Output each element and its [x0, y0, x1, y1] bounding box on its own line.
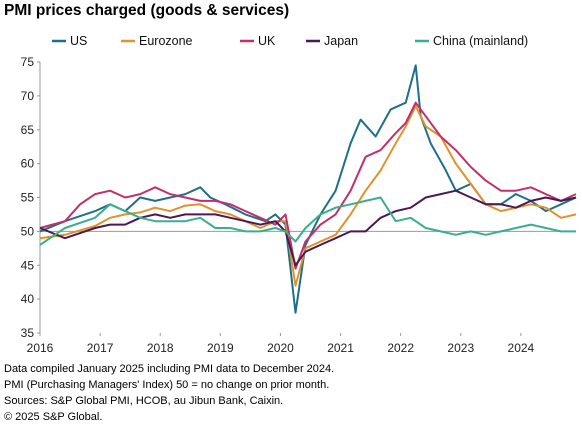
y-tick-label: 65: [21, 123, 35, 137]
x-tick-label: 2019: [207, 341, 234, 355]
axes: 35 40 45 50 55 60 65 70 75 2016 2017 2018 2019 2020 20…: [21, 55, 576, 355]
legend-label-japan: Japan: [324, 34, 358, 48]
x-tick-label: 2021: [327, 341, 354, 355]
y-tick-label: 45: [21, 258, 35, 272]
x-tick-label: 2023: [447, 341, 474, 355]
y-tick-label: 60: [21, 157, 35, 171]
series-line-china-mainland: [39, 196, 576, 246]
legend-label-china-mainland: China (mainland): [433, 34, 528, 48]
y-tick-label: 70: [21, 89, 35, 103]
series-line-uk: [39, 101, 577, 270]
x-tick-label: 2024: [508, 341, 535, 355]
x-tick-label: 2022: [387, 341, 414, 355]
legend: US Eurozone UK Japan China (mainland): [52, 34, 528, 48]
y-tick-label: 40: [21, 292, 35, 306]
x-tick-label: 2020: [267, 341, 294, 355]
footnote-compiled: Data compiled January 2025 including PMI…: [4, 363, 335, 375]
y-tick-label: 55: [21, 191, 35, 205]
x-tick-label: 2017: [87, 341, 114, 355]
series-line-japan: [39, 189, 577, 267]
legend-label-uk: UK: [258, 34, 276, 48]
series-line-us: [39, 64, 577, 314]
y-tick-label: 35: [21, 326, 35, 340]
y-tick-label: 50: [21, 224, 35, 238]
footnote-definition: PMI (Purchasing Managers' Index) 50 = no…: [4, 379, 330, 391]
legend-label-eurozone: Eurozone: [139, 34, 193, 48]
footnote-copyright: © 2025 S&P Global.: [4, 411, 103, 423]
footnotes: Data compiled January 2025 including PMI…: [4, 361, 334, 425]
x-tick-label: 2016: [27, 341, 54, 355]
line-chart: US Eurozone UK Japan China (mainland) 35 40 45…: [21, 34, 577, 355]
x-tick-label: 2018: [147, 341, 174, 355]
y-tick-label: 75: [21, 55, 35, 69]
footnote-sources: Sources: S&P Global PMI, HCOB, au Jibun …: [4, 395, 284, 407]
chart-title: PMI prices charged (goods & services): [4, 2, 290, 19]
legend-label-us: US: [70, 34, 87, 48]
plot-area: [39, 64, 577, 314]
